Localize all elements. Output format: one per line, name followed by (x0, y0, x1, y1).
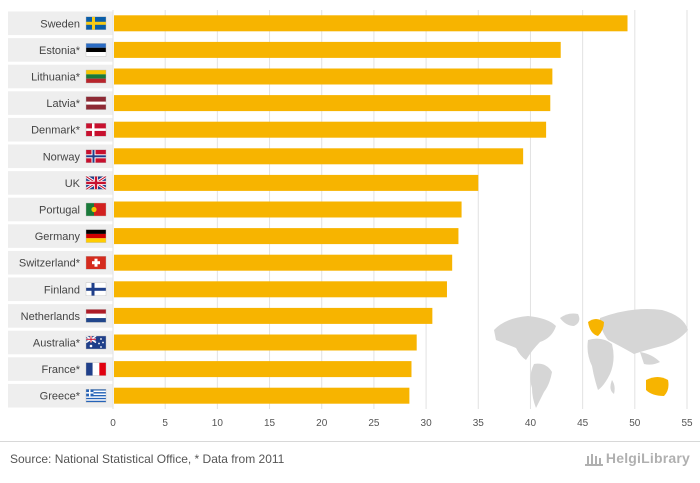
x-tick-label: 20 (316, 418, 328, 429)
norway-flag-icon (85, 149, 107, 164)
netherlands-flag-icon (85, 309, 107, 323)
sweden-flag-icon (85, 16, 107, 30)
uk-flag-icon (85, 175, 107, 191)
bar[interactable] (114, 15, 628, 32)
x-tick-label: 10 (212, 418, 224, 429)
x-tick-label: 50 (629, 418, 641, 429)
x-tick-label: 15 (264, 418, 276, 429)
x-tick-label: 55 (681, 418, 693, 429)
bar[interactable] (114, 281, 447, 298)
world-map-icon (494, 309, 688, 408)
x-tick-label: 0 (110, 418, 116, 429)
finland-flag-icon (85, 282, 107, 296)
bar[interactable] (114, 361, 412, 378)
footer-divider (0, 441, 700, 442)
bar[interactable] (114, 148, 524, 165)
bar[interactable] (114, 307, 433, 324)
x-tick-label: 35 (473, 418, 485, 429)
category-label: Greece* (40, 391, 81, 403)
bar[interactable] (114, 254, 453, 271)
brand-logo[interactable]: HelgiLibrary (584, 450, 690, 467)
denmark-flag-icon (85, 122, 107, 137)
estonia-flag-icon (85, 43, 107, 57)
source-note: Source: National Statistical Office, * D… (10, 452, 285, 466)
bar-chart: 0 5 10 15 20 25 30 35 40 45 50 55 Sweden Estonia* Lith… (8, 10, 693, 429)
x-tick-label: 5 (162, 418, 168, 429)
australia-flag-icon (85, 335, 107, 350)
germany-flag-icon (85, 229, 107, 243)
bar[interactable] (114, 201, 462, 218)
category-label: Netherlands (21, 311, 81, 323)
category-label: Latvia* (46, 98, 80, 110)
greece-flag-icon (85, 389, 107, 403)
category-label: Portugal (39, 205, 80, 217)
category-label: Switzerland* (19, 258, 81, 270)
category-label: Sweden (40, 18, 80, 30)
category-label: Estonia* (39, 45, 81, 57)
bar[interactable] (114, 174, 479, 191)
switzerland-flag-icon (85, 256, 107, 270)
portugal-flag-icon (85, 202, 107, 217)
lithuania-flag-icon (85, 69, 107, 84)
category-label: Lithuania* (31, 72, 81, 84)
category-label: Finland (44, 284, 80, 296)
category-label: Denmark* (31, 125, 81, 137)
france-flag-icon (85, 362, 107, 376)
x-tick-label: 45 (577, 418, 589, 429)
brand-name: HelgiLibrary (605, 450, 690, 466)
bar[interactable] (114, 228, 459, 245)
latvia-flag-icon (85, 96, 107, 110)
category-label: France* (41, 364, 80, 376)
category-label: Australia* (33, 338, 81, 350)
category-label: Norway (43, 151, 81, 163)
bar[interactable] (114, 334, 417, 351)
bar[interactable] (114, 41, 561, 58)
library-columns-icon (584, 454, 603, 467)
category-label: Germany (35, 231, 81, 243)
x-tick-label: 25 (368, 418, 380, 429)
bar[interactable] (114, 95, 551, 112)
category-label: UK (65, 178, 81, 190)
bar[interactable] (114, 121, 547, 138)
x-tick-label: 40 (525, 418, 537, 429)
x-tick-label: 30 (421, 418, 433, 429)
bar[interactable] (114, 68, 553, 85)
bar[interactable] (114, 387, 410, 404)
